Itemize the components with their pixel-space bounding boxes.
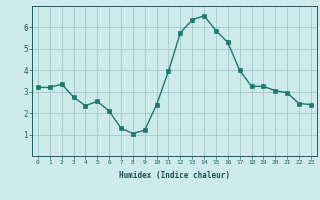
X-axis label: Humidex (Indice chaleur): Humidex (Indice chaleur) <box>119 171 230 180</box>
